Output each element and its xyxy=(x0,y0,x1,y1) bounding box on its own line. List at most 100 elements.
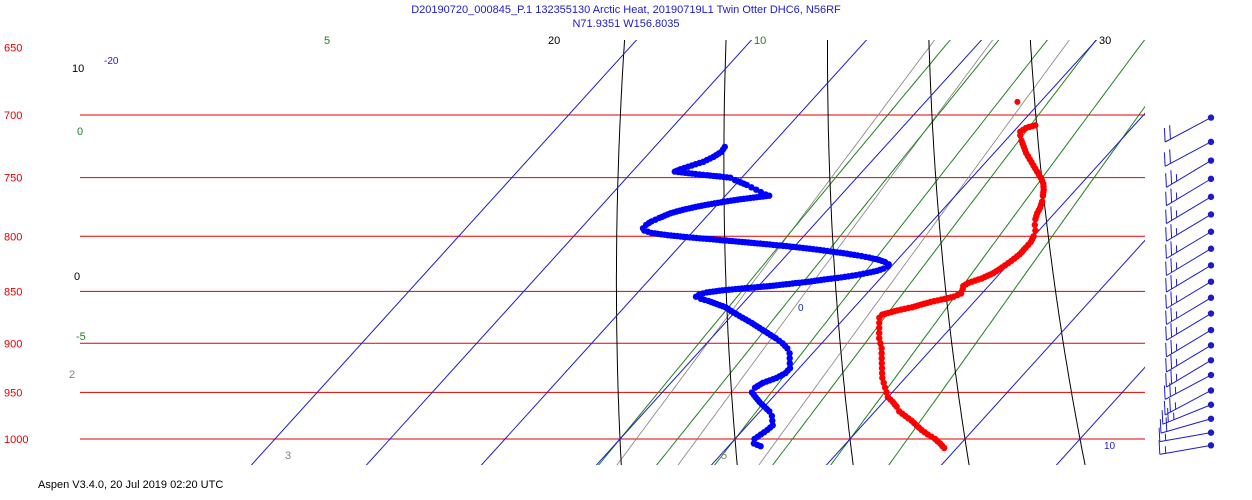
dewpoint-point xyxy=(757,188,765,196)
dewpoint-point xyxy=(731,176,739,184)
wind-barb-feather xyxy=(1170,258,1173,273)
wind-barb-shaft xyxy=(1164,141,1212,167)
temperature-point xyxy=(1032,227,1039,234)
wind-barb-shaft xyxy=(1159,432,1212,443)
wind-barb-feather xyxy=(1165,191,1167,206)
mixing-ratio-line xyxy=(677,40,994,465)
isotherm-label: 10 xyxy=(1104,441,1116,452)
wind-barb xyxy=(1163,138,1215,167)
wind-barb-feather xyxy=(1165,209,1167,224)
wind-barb xyxy=(1165,245,1215,276)
temperature-point xyxy=(878,350,885,357)
dewpoint-point xyxy=(721,143,728,151)
dry-adiabat-label: 0 xyxy=(74,271,80,283)
wind-barb xyxy=(1165,278,1215,309)
temperature-series xyxy=(876,122,1047,452)
moist-adiabat-line xyxy=(830,40,1145,465)
dewpoint-point xyxy=(768,412,776,420)
dry-adiabat-line xyxy=(928,40,970,465)
wind-barb-station xyxy=(1207,442,1215,449)
wind-barb-feather xyxy=(1170,291,1173,306)
wind-barb-station xyxy=(1207,228,1215,235)
dewpoint-point xyxy=(786,365,794,372)
wind-barb-station xyxy=(1207,278,1215,285)
pressure-tick-label: 800 xyxy=(4,231,22,243)
wind-barb xyxy=(1165,342,1215,373)
wind-barb-shaft xyxy=(1162,404,1212,425)
wind-barb-shaft xyxy=(1166,329,1212,358)
wind-barb-shaft xyxy=(1166,281,1212,309)
wind-barb-feather xyxy=(1163,385,1166,400)
moist-adiabat-line xyxy=(772,40,1097,465)
moist-adiabat-line xyxy=(656,40,1000,465)
mixing-ratio-layer xyxy=(616,40,1070,465)
top-temp-label: 30 xyxy=(1099,35,1111,47)
wind-barb-station xyxy=(1207,415,1215,422)
wind-barb-feather xyxy=(1165,278,1167,293)
wind-barb-feather xyxy=(1165,373,1167,388)
dewpoint-series xyxy=(639,143,892,450)
top-temp-label: 5 xyxy=(324,35,330,47)
wind-barb-station xyxy=(1207,310,1215,317)
wind-barb-station xyxy=(1207,157,1215,164)
wind-barb-shaft xyxy=(1166,231,1212,259)
wind-barb-station xyxy=(1207,357,1215,364)
wind-barb-shaft xyxy=(1166,214,1212,242)
wind-barb-feather xyxy=(1165,173,1167,188)
wind-barb-feather xyxy=(1159,419,1162,434)
wind-barb xyxy=(1158,440,1215,455)
wind-barb-shaft xyxy=(1166,313,1212,341)
wind-barb-station xyxy=(1207,294,1215,301)
isotherm-line xyxy=(250,40,638,465)
wind-barb-feather xyxy=(1165,261,1167,276)
dewpoint-point xyxy=(769,417,776,424)
pressure-tick-label: 900 xyxy=(4,338,22,350)
wind-barb-feather xyxy=(1165,244,1167,259)
mixing-ratio-label: 2 xyxy=(69,369,75,381)
wind-barb-shaft xyxy=(1164,117,1212,143)
wind-barb-feather xyxy=(1158,427,1161,442)
wind-barb-station xyxy=(1207,114,1215,121)
series-layer xyxy=(639,98,1047,452)
pressure-tick-label: 700 xyxy=(4,110,22,122)
wind-barb-station xyxy=(1207,211,1215,218)
temperature-point xyxy=(876,324,883,332)
mixing-ratio-label: 3 xyxy=(285,450,291,462)
temperature-point xyxy=(878,360,885,367)
pressure-tick-label: 950 xyxy=(4,387,22,399)
wind-barb xyxy=(1165,228,1215,259)
dry-adiabat-line xyxy=(615,40,626,465)
wind-barb-feather xyxy=(1163,152,1166,167)
mixing-ratio-label: 5 xyxy=(721,450,727,462)
wind-barb-feather xyxy=(1163,400,1166,415)
dry-adiabat-line xyxy=(1029,40,1086,465)
wind-barb xyxy=(1158,427,1215,443)
temperature-point xyxy=(876,329,883,337)
wind-barb xyxy=(1165,262,1215,293)
chart-title: D20190720_000845_P.1 132355130 Arctic He… xyxy=(411,4,841,16)
wind-barb-feather xyxy=(1165,358,1167,373)
pressure-tick-label: 1000 xyxy=(4,434,28,446)
wind-barb-station xyxy=(1207,387,1215,394)
dewpoint-point xyxy=(786,350,793,357)
temperature-point xyxy=(1032,122,1039,129)
dewpoint-point xyxy=(748,184,755,191)
wind-barb xyxy=(1165,193,1215,225)
wind-barb-feather xyxy=(1165,326,1167,341)
wind-barb-station xyxy=(1207,371,1215,379)
wind-barb xyxy=(1165,211,1215,242)
wind-barb xyxy=(1165,357,1215,388)
wind-barb-feather xyxy=(1170,323,1173,338)
wind-barb-station xyxy=(1207,429,1215,436)
moist-adiabat-layer xyxy=(597,40,1145,465)
wind-barb-shaft xyxy=(1164,390,1212,416)
wind-barb-feather xyxy=(1170,354,1173,370)
isotherm-layer xyxy=(250,40,1145,465)
isotherm-line xyxy=(480,40,868,465)
temperature-point xyxy=(1031,221,1039,229)
pressure-tick-label: 650 xyxy=(4,43,22,55)
temperature-point xyxy=(883,389,890,396)
